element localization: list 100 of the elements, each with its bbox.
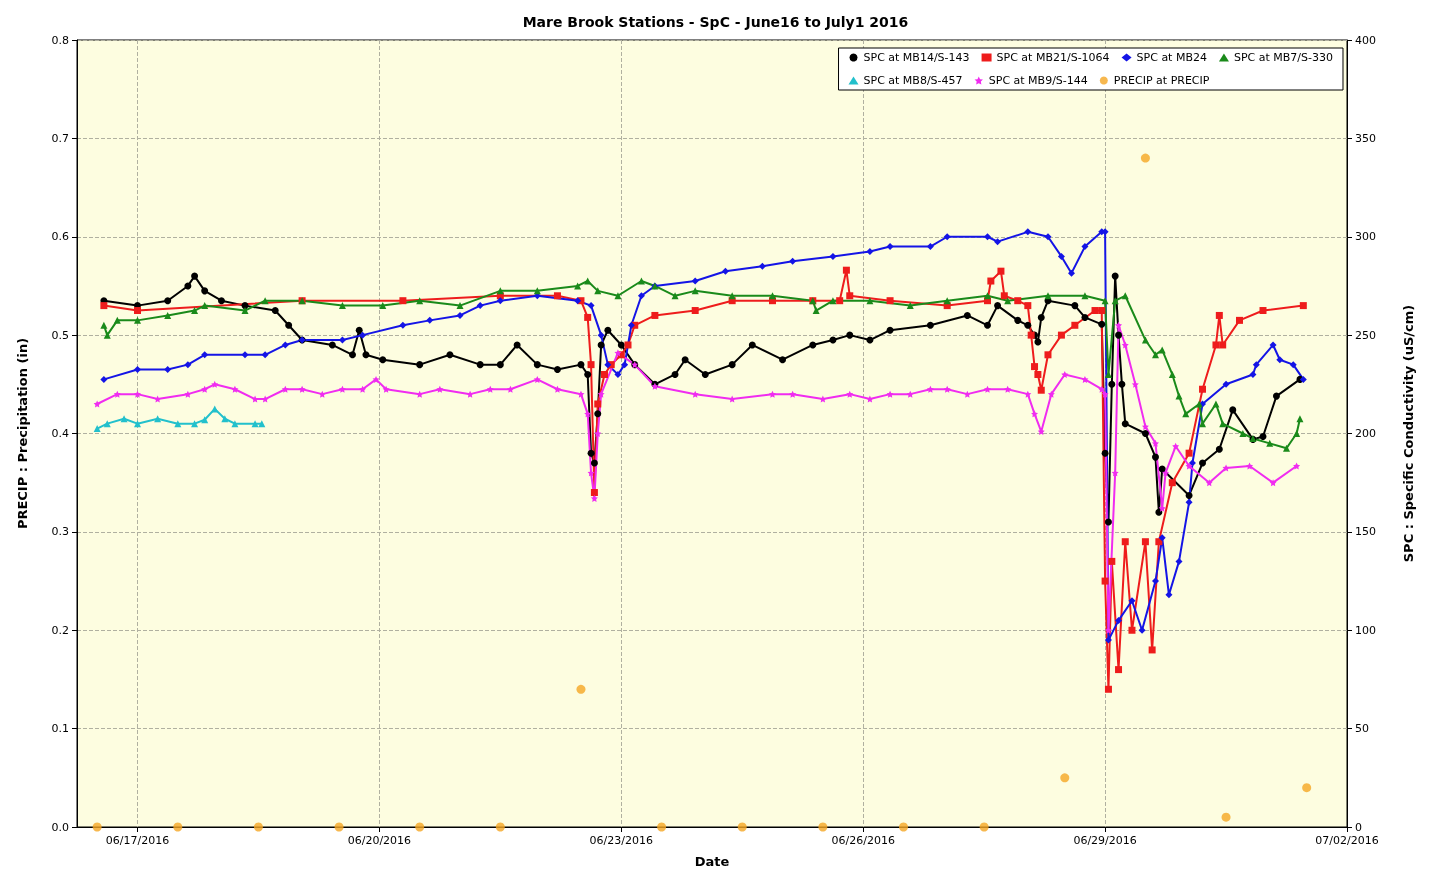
point xyxy=(1057,331,1065,339)
point xyxy=(846,292,854,300)
point xyxy=(1000,292,1008,300)
point xyxy=(1121,538,1129,546)
point xyxy=(624,341,632,349)
point xyxy=(553,292,561,300)
point xyxy=(979,822,989,832)
point xyxy=(836,297,844,305)
y2-tick-label: 0 xyxy=(1355,820,1362,834)
point xyxy=(987,277,995,285)
point xyxy=(100,321,108,329)
x-tick-label: 07/02/2016 xyxy=(1315,834,1379,847)
point xyxy=(866,297,874,305)
point xyxy=(594,400,602,408)
point xyxy=(1293,430,1301,437)
x-axis-title: Date xyxy=(694,854,730,869)
chart-title: Mare Brook Stations - SpC - June16 to July1 2016 xyxy=(522,14,909,30)
legend-label: SPC at MB8/S-457 xyxy=(863,74,963,87)
point xyxy=(1104,685,1112,693)
point xyxy=(133,316,141,324)
point xyxy=(1221,812,1231,822)
point xyxy=(456,302,464,310)
legend-label: SPC at MB24 xyxy=(1136,51,1207,64)
point xyxy=(1044,351,1052,359)
legend-label: SPC at MB21/S-1064 xyxy=(996,51,1110,64)
point xyxy=(657,822,667,832)
point xyxy=(92,822,102,832)
point xyxy=(691,307,699,315)
legend-label: SPC at MB14/S-143 xyxy=(863,51,970,64)
point xyxy=(600,370,608,378)
y2-tick-label: 250 xyxy=(1355,328,1376,342)
point xyxy=(1101,577,1109,585)
point xyxy=(334,822,344,832)
point xyxy=(1060,773,1070,783)
point xyxy=(1141,336,1149,344)
point xyxy=(1283,444,1291,452)
y-tick-label: 0.1 xyxy=(51,722,69,736)
point xyxy=(261,297,269,305)
point xyxy=(1031,363,1039,371)
y-tick-label: 0.4 xyxy=(51,427,69,440)
point xyxy=(1037,386,1045,394)
point xyxy=(637,277,645,285)
point xyxy=(120,415,128,423)
point xyxy=(399,297,407,305)
point xyxy=(1199,420,1207,428)
y-tick-label: 0.6 xyxy=(51,230,69,244)
point xyxy=(415,822,425,832)
point xyxy=(1302,783,1312,793)
point xyxy=(818,822,828,832)
y2-tick-label: 100 xyxy=(1355,623,1376,637)
y2-tick-label: 300 xyxy=(1355,230,1376,244)
point xyxy=(251,420,259,428)
point xyxy=(173,822,183,832)
point xyxy=(1141,538,1149,546)
point xyxy=(1071,321,1079,329)
point xyxy=(1185,449,1193,457)
y-tick-label: 0.2 xyxy=(51,623,69,637)
point xyxy=(1168,479,1176,487)
point xyxy=(201,302,209,310)
point xyxy=(1259,307,1267,315)
point xyxy=(1128,626,1136,634)
point xyxy=(191,420,199,428)
point xyxy=(113,316,121,324)
point xyxy=(191,307,199,315)
point xyxy=(1215,311,1223,319)
point xyxy=(1168,370,1176,378)
point xyxy=(1239,430,1247,437)
y-tick-label: 0.3 xyxy=(51,525,69,539)
legend-label: SPC at MB9/S-144 xyxy=(988,74,1088,87)
point xyxy=(584,277,592,285)
y-tick-label: 0.5 xyxy=(51,328,69,342)
point xyxy=(984,292,991,300)
point xyxy=(584,313,592,321)
point xyxy=(886,297,894,305)
x-tick-label: 06/17/2016 xyxy=(105,834,170,847)
point xyxy=(1175,392,1183,400)
point xyxy=(1081,292,1089,300)
point xyxy=(829,297,837,305)
point xyxy=(1024,302,1032,310)
point xyxy=(93,425,101,433)
x-tick-label: 06/26/2016 xyxy=(831,834,895,847)
point xyxy=(1151,351,1159,359)
point xyxy=(576,684,586,694)
point xyxy=(997,267,1005,275)
point xyxy=(154,415,162,423)
point xyxy=(1235,316,1243,324)
x-tick-label: 06/29/2016 xyxy=(1073,834,1137,847)
y-tick-label: 0.7 xyxy=(51,131,69,145)
point xyxy=(768,292,776,300)
point xyxy=(651,311,659,319)
point xyxy=(1296,415,1304,423)
point xyxy=(842,266,850,274)
y2-tick-label: 150 xyxy=(1355,525,1376,539)
point xyxy=(1140,153,1150,163)
point xyxy=(1115,666,1123,674)
point xyxy=(1266,439,1274,447)
legend-label: PRECIP at PRECIP xyxy=(1113,74,1210,87)
point xyxy=(338,302,346,310)
point xyxy=(1034,370,1042,378)
y2-tick-label: 50 xyxy=(1355,722,1369,736)
